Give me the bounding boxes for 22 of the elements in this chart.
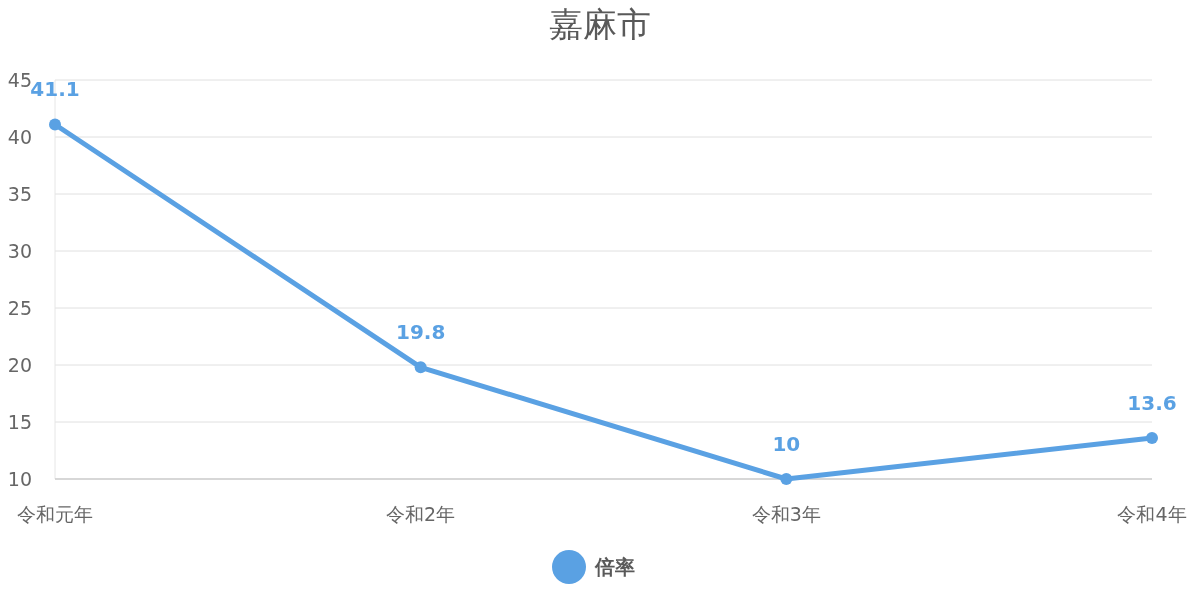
y-tick-label: 10: [7, 468, 32, 490]
legend-label: 倍率: [594, 555, 635, 579]
y-tick-label: 35: [7, 183, 32, 205]
y-tick-label: 25: [7, 297, 32, 319]
x-tick-label: 令和4年: [1117, 503, 1187, 525]
x-tick-label: 令和3年: [751, 503, 821, 525]
point: [780, 473, 793, 485]
data-label: 41.1: [30, 77, 80, 102]
data-label: 19.8: [395, 320, 446, 345]
y-tick-label: 40: [7, 126, 32, 148]
y-tick-label: 30: [7, 240, 32, 262]
y-tick-label: 20: [7, 354, 32, 376]
y-tick-label: 15: [7, 411, 32, 433]
point: [414, 361, 427, 374]
y-tick-label: 45: [7, 69, 32, 91]
point: [49, 118, 61, 131]
x-tick-label: 令和2年: [386, 503, 456, 525]
x-tick-label: 令和元年: [17, 503, 93, 525]
data-label: 13.6: [1127, 390, 1177, 415]
point: [1146, 431, 1158, 444]
chart-title: 嘉麻市: [549, 4, 651, 44]
data-label: 10: [772, 432, 801, 456]
